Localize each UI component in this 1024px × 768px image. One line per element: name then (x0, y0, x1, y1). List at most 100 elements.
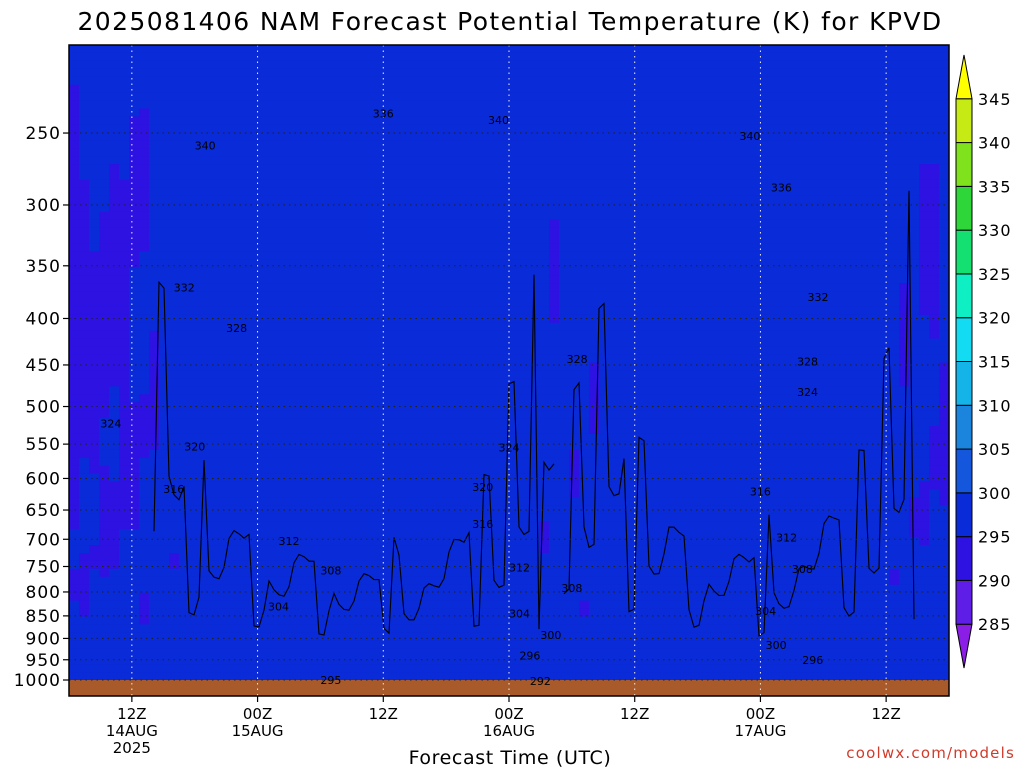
field-cell (399, 76, 410, 86)
field-cell (349, 203, 360, 213)
field-cell (619, 457, 630, 467)
field-cell (359, 362, 370, 372)
field-cell (469, 497, 480, 506)
field-cell (209, 100, 220, 110)
field-cell (469, 172, 480, 181)
field-cell (309, 283, 320, 292)
field-cell (229, 164, 240, 173)
field-cell (169, 306, 180, 316)
field-cell (479, 235, 490, 245)
field-cell (439, 219, 450, 229)
field-cell (369, 306, 380, 316)
field-cell (379, 600, 390, 610)
field-cell (159, 338, 170, 348)
field-cell (379, 497, 390, 506)
field-cell (89, 481, 100, 491)
field-cell (169, 624, 180, 633)
field-cell (99, 140, 110, 149)
field-cell (619, 648, 630, 657)
field-cell (459, 92, 470, 102)
field-cell (459, 640, 470, 649)
field-cell (149, 418, 160, 427)
field-cell (659, 433, 670, 443)
field-cell (159, 529, 170, 538)
field-cell (549, 275, 560, 284)
field-cell (639, 164, 650, 173)
field-cell (259, 426, 270, 435)
field-cell (579, 346, 590, 356)
field-cell (479, 433, 490, 443)
field-cell (479, 68, 490, 78)
field-cell (339, 52, 350, 62)
field-cell (569, 457, 580, 467)
field-cell (139, 45, 150, 54)
field-cell (149, 108, 160, 118)
field-cell (629, 84, 640, 94)
field-cell (359, 108, 370, 118)
field-cell (629, 203, 640, 213)
field-cell (299, 179, 310, 189)
field-cell (199, 537, 210, 546)
field-cell (399, 314, 410, 324)
field-cell (349, 592, 360, 602)
field-cell (429, 497, 440, 506)
field-cell (359, 378, 370, 387)
field-cell (489, 322, 500, 332)
field-cell (589, 140, 600, 149)
field-cell (369, 60, 380, 70)
field-cell (199, 489, 210, 499)
field-cell (679, 330, 690, 340)
field-cell (69, 449, 80, 459)
field-cell (369, 568, 380, 578)
field-cell (339, 386, 350, 395)
field-cell (549, 251, 560, 260)
field-cell (599, 600, 610, 610)
field-cell (599, 370, 610, 379)
field-cell (589, 418, 600, 427)
field-cell (469, 465, 480, 475)
field-cell (439, 45, 450, 54)
field-cell (419, 299, 430, 308)
field-cell (139, 592, 150, 602)
field-cell (69, 648, 80, 657)
field-cell (629, 433, 640, 443)
field-cell (289, 584, 300, 594)
field-cell (429, 410, 440, 419)
field-cell (579, 465, 590, 475)
field-cell (249, 513, 260, 522)
field-cell (289, 672, 300, 681)
field-cell (109, 592, 120, 602)
field-cell (299, 156, 310, 165)
field-cell (389, 235, 400, 245)
field-cell (199, 243, 210, 252)
field-cell (479, 584, 490, 594)
field-cell (609, 418, 620, 427)
field-cell (379, 513, 390, 522)
field-cell (609, 656, 620, 665)
field-cell (639, 441, 650, 451)
field-cell (309, 449, 320, 459)
field-cell (549, 616, 560, 626)
field-cell (579, 553, 590, 562)
field-cell (319, 156, 330, 165)
field-cell (159, 330, 170, 340)
field-cell (339, 267, 350, 276)
field-cell (179, 521, 190, 530)
field-cell (149, 52, 160, 62)
field-cell (139, 179, 150, 189)
field-cell (359, 473, 370, 483)
field-cell (229, 433, 240, 443)
field-cell (89, 235, 100, 245)
field-cell (469, 616, 480, 626)
field-cell (119, 116, 130, 125)
field-cell (289, 433, 300, 443)
field-cell (199, 45, 210, 54)
field-cell (149, 608, 160, 618)
field-cell (239, 592, 250, 602)
field-cell (129, 441, 140, 451)
field-cell (349, 76, 360, 86)
field-cell (649, 664, 660, 673)
field-cell (669, 592, 680, 602)
field-cell (389, 211, 400, 221)
field-cell (499, 338, 510, 348)
